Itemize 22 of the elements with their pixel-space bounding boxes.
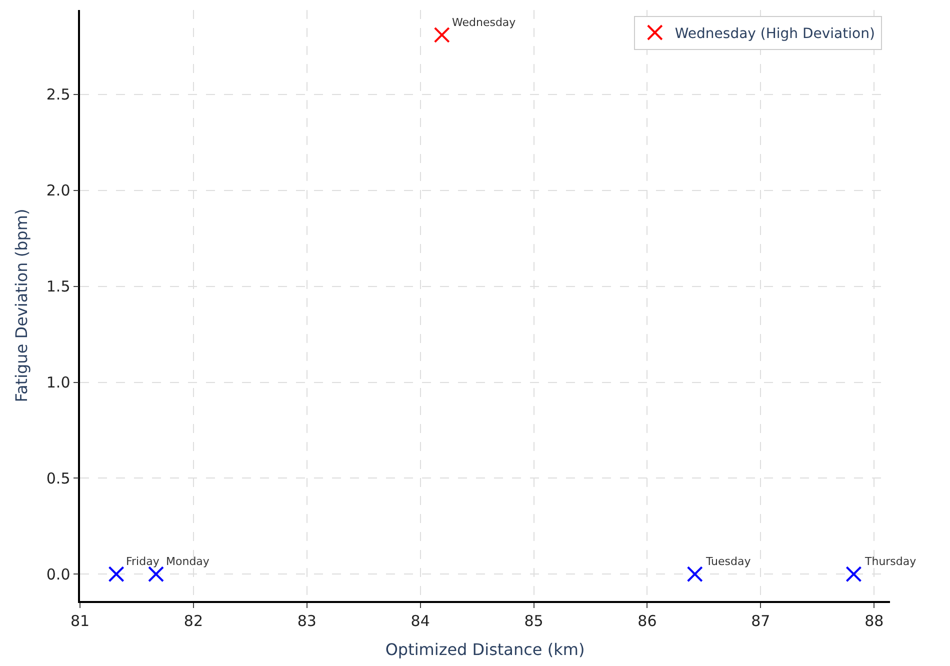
annotation: Thursday: [864, 555, 917, 568]
x-axis-title: Optimized Distance (km): [385, 640, 585, 659]
annotation: Tuesday: [705, 555, 752, 568]
y-tick-label: 0.5: [46, 469, 70, 488]
y-tick-label: 1.5: [46, 278, 70, 296]
y-tick-label: 1.0: [46, 374, 70, 392]
x-tick-label: 87: [751, 612, 770, 630]
x-tick-label: 81: [70, 612, 90, 630]
x-tick-label: 88: [864, 612, 884, 630]
x-tick-label: 84: [410, 612, 430, 630]
legend-label: Wednesday (High Deviation): [674, 26, 875, 42]
x-tick-label: 85: [524, 612, 544, 630]
y-tick-label: 2.0: [46, 182, 70, 200]
y-tick-label: 0.0: [46, 565, 70, 584]
y-tick-label: 2.5: [46, 86, 70, 104]
annotation: Wednesday: [452, 16, 516, 29]
x-tick-label: 83: [297, 612, 316, 630]
x-tick-label: 82: [184, 612, 203, 630]
y-axis-title: Fatigue Deviation (bpm): [12, 208, 31, 402]
x-tick-label: 86: [638, 612, 657, 630]
annotation: Monday: [166, 555, 210, 568]
annotation: Friday: [126, 555, 160, 568]
